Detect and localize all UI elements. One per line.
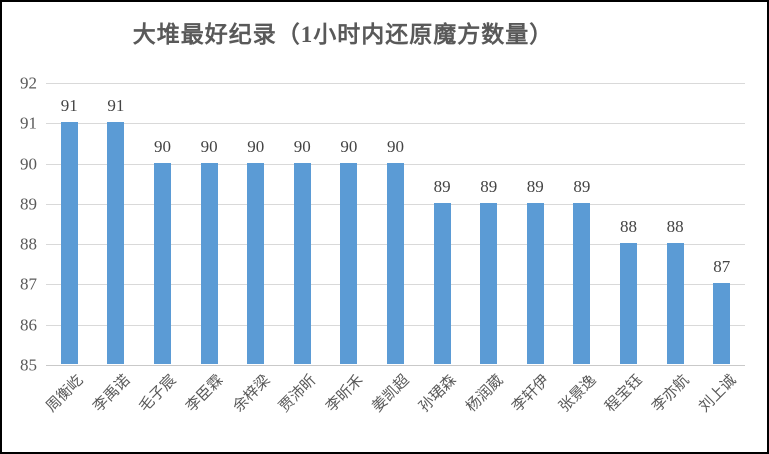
bar [247, 162, 265, 364]
x-axis-label: 李禹诺 [90, 372, 134, 416]
bar-value-label: 90 [387, 136, 404, 156]
y-axis-label: 92 [20, 73, 37, 93]
x-axis-label: 李轩伊 [509, 372, 553, 416]
x-axis-label: 姜凯超 [369, 372, 414, 416]
x-axis-label: 张景逸 [556, 372, 600, 416]
x-axis-label: 程宝钰 [602, 372, 647, 416]
bar-value-label: 91 [107, 96, 125, 116]
bar [340, 162, 358, 364]
x-axis-label: 李臣霖 [183, 372, 227, 416]
bar-value-label: 89 [480, 176, 498, 196]
y-axis-label: 85 [20, 355, 37, 375]
bar-value-label: 89 [433, 176, 451, 196]
x-axis-label: 刘上诚 [696, 372, 740, 416]
x-axis-label: 周衡屹 [43, 372, 87, 416]
y-axis-label: 86 [20, 315, 37, 335]
y-axis-label: 88 [20, 234, 37, 254]
bar-value-label: 90 [200, 136, 218, 156]
bar [293, 162, 311, 364]
x-axis-label: 余梓梁 [230, 372, 274, 416]
bar-value-label: 88 [666, 217, 684, 237]
bar-value-label: 90 [293, 136, 311, 156]
y-axis-label: 87 [20, 274, 37, 294]
y-axis-label: 91 [20, 113, 37, 133]
chart-title: 大堆最好纪录（1小时内还原魔方数量） [132, 22, 554, 47]
bar-value-label: 90 [340, 136, 358, 156]
bar [200, 162, 218, 364]
bar-value-label: 90 [154, 136, 171, 156]
bar [573, 202, 591, 364]
bar [620, 243, 637, 364]
bar-value-label: 87 [713, 257, 731, 277]
x-axis-label: 孙珺森 [416, 372, 460, 416]
x-axis-label: 杨润葳 [463, 372, 507, 416]
x-axis-label: 毛子宸 [136, 372, 181, 416]
x-axis-label: 贾沛昕 [276, 372, 320, 416]
bar-value-label: 89 [573, 176, 591, 196]
plot-area: 85 86 87 88 89 90 91 92 91 周衡屹 91 李禹诺 90 毛子宸 90 李臣霖 90 余梓… [20, 75, 745, 415]
x-axis-line [46, 365, 745, 366]
y-axis-label: 89 [20, 194, 37, 214]
gridline [46, 83, 745, 84]
x-axis-label: 李亦航 [649, 372, 693, 416]
bar [666, 243, 684, 364]
bar [60, 122, 78, 364]
bar [526, 202, 544, 364]
bar-value-label: 88 [620, 217, 637, 237]
bar [107, 122, 125, 364]
bar [713, 283, 731, 364]
bar [433, 202, 451, 364]
bar [387, 162, 404, 364]
bar [480, 202, 498, 364]
x-axis-label: 李昕禾 [323, 372, 367, 416]
gridline [46, 123, 745, 125]
bar-value-label: 90 [247, 136, 265, 156]
bar [154, 162, 171, 364]
bar-value-label: 89 [526, 176, 544, 196]
bar-value-label: 91 [60, 96, 78, 116]
y-axis-label: 90 [20, 154, 37, 174]
